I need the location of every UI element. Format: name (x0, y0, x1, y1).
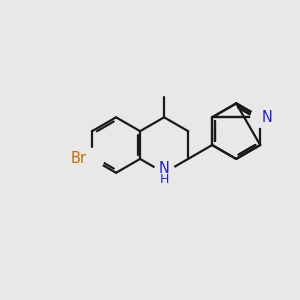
Text: N: N (159, 161, 170, 176)
Text: N: N (262, 110, 273, 125)
Text: H: H (159, 173, 169, 186)
Text: Br: Br (70, 152, 86, 166)
